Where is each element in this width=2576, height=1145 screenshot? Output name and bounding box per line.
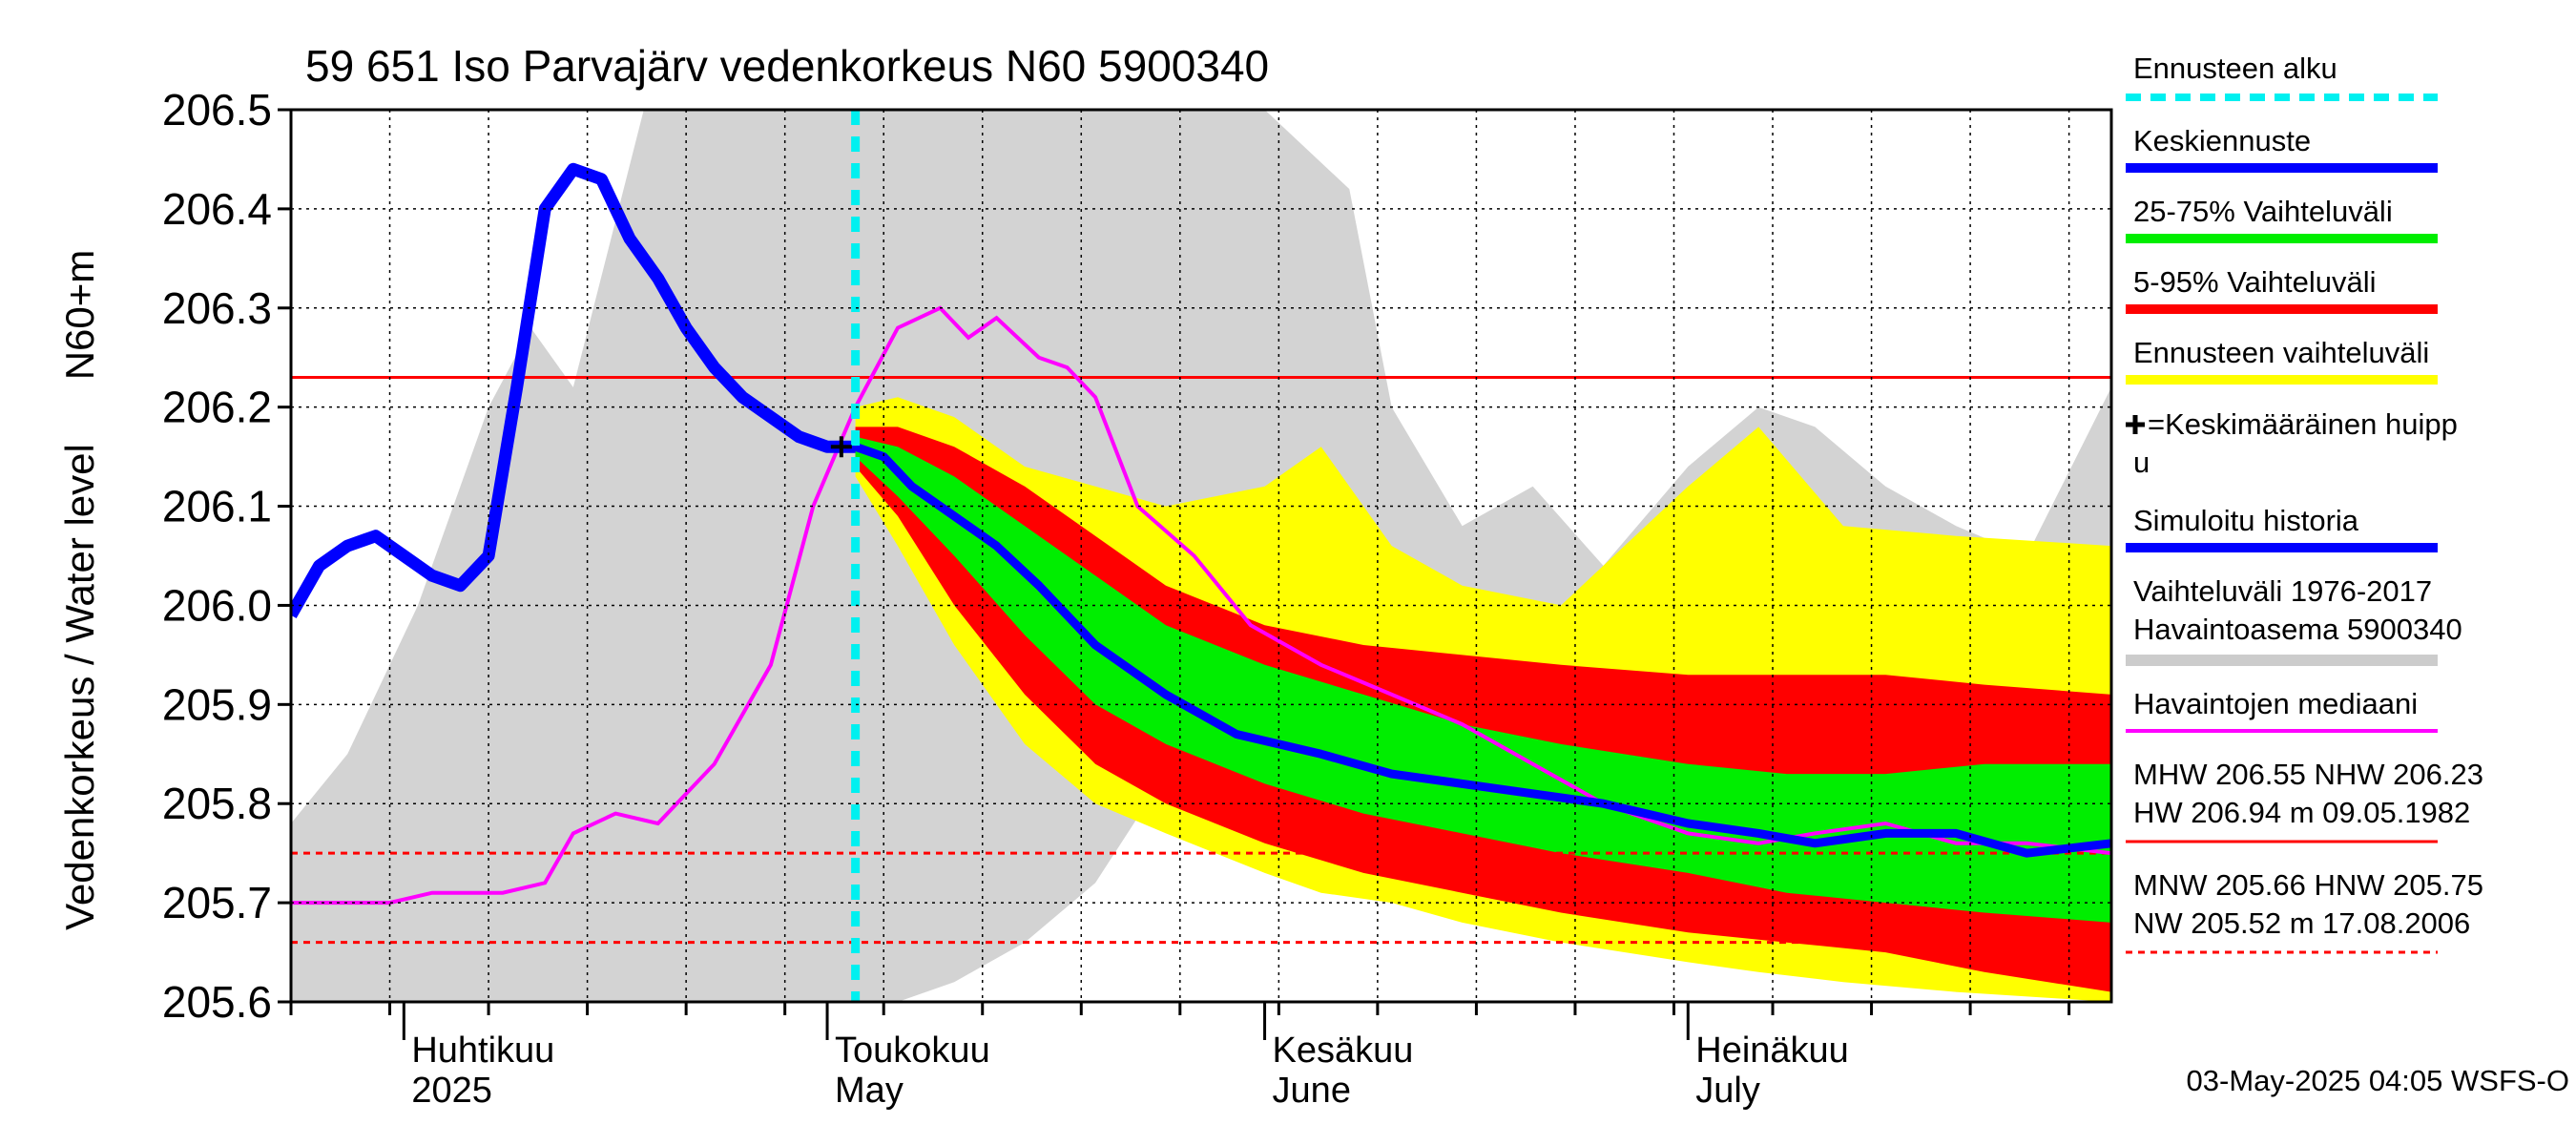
- y-tick-label: 205.7: [162, 878, 272, 927]
- y-tick-label: 205.8: [162, 779, 272, 828]
- stats-hw: HW 206.94 m 09.05.1982: [2133, 796, 2470, 829]
- legend-label: Ennusteen alku: [2133, 52, 2337, 85]
- y-tick-label: 206.2: [162, 383, 272, 432]
- y-tick-label: 206.4: [162, 184, 272, 234]
- legend-label: Vaihteluväli 1976-2017: [2133, 574, 2432, 608]
- footer-timestamp: 03-May-2025 04:05 WSFS-O: [2187, 1064, 2569, 1097]
- legend-label: =Keskimääräinen huipp: [2148, 407, 2458, 441]
- band-25-75: [855, 436, 2111, 923]
- axes: 205.6 205.7 205.8 205.9 206.0 206.1 206.2 206.3…: [162, 85, 2113, 1111]
- x-month-label-en: July: [1695, 1071, 1760, 1111]
- x-month-label-en: June: [1273, 1071, 1351, 1111]
- plot-area: [291, 110, 2111, 1002]
- legend-label: Ennusteen vaihteluväli: [2133, 336, 2429, 369]
- legend: Ennusteen alku Keskiennuste 25-75% Vaihtel…: [2126, 52, 2483, 954]
- stats-nw: NW 205.52 m 17.08.2006: [2133, 906, 2470, 940]
- legend-label: u: [2133, 446, 2150, 479]
- y-axis-label: Vedenkorkeus / Water level: [57, 444, 102, 930]
- stats-mnw-hnw: MNW 205.66 HNW 205.75: [2133, 868, 2483, 902]
- x-month-label-fi: Huhtikuu: [411, 1030, 554, 1071]
- x-month-label-fi: Heinäkuu: [1695, 1030, 1849, 1071]
- y-tick-label: 206.3: [162, 283, 272, 333]
- y-tick-label: 205.6: [162, 977, 272, 1027]
- x-month-label-fi: Kesäkuu: [1273, 1030, 1414, 1071]
- legend-label: Havaintoasema 5900340: [2133, 613, 2462, 646]
- observed-median-line: [291, 305, 2111, 906]
- mean-forecast-line: [854, 442, 2111, 858]
- stats-mhw-nhw: MHW 206.55 NHW 206.23: [2133, 758, 2483, 791]
- plot-frame: [289, 108, 2113, 1004]
- y-tick-label: 206.1: [162, 482, 272, 531]
- x-month-label-en: May: [835, 1071, 904, 1111]
- y-tick-label: 205.9: [162, 679, 272, 729]
- y-tick-label: 206.5: [162, 85, 272, 135]
- x-month-label-en: 2025: [411, 1071, 492, 1111]
- legend-label: Keskiennuste: [2133, 124, 2311, 157]
- legend-peak-cross: [2126, 415, 2145, 434]
- mean-peak-marker: [830, 436, 852, 458]
- legend-label: 5-95% Vaihteluväli: [2133, 265, 2376, 299]
- y-tick-label: 206.0: [162, 580, 272, 630]
- legend-label: Havaintojen mediaani: [2133, 687, 2418, 720]
- y-axis-unit-label: N60+m: [57, 250, 102, 381]
- simulated-history-line: [291, 162, 856, 619]
- legend-label: Simuloitu historia: [2133, 504, 2359, 537]
- chart-title: 59 651 Iso Parvajärv vedenkorkeus N60 59…: [305, 41, 1269, 91]
- x-month-label-fi: Toukokuu: [835, 1030, 990, 1071]
- legend-label: 25-75% Vaihteluväli: [2133, 195, 2393, 228]
